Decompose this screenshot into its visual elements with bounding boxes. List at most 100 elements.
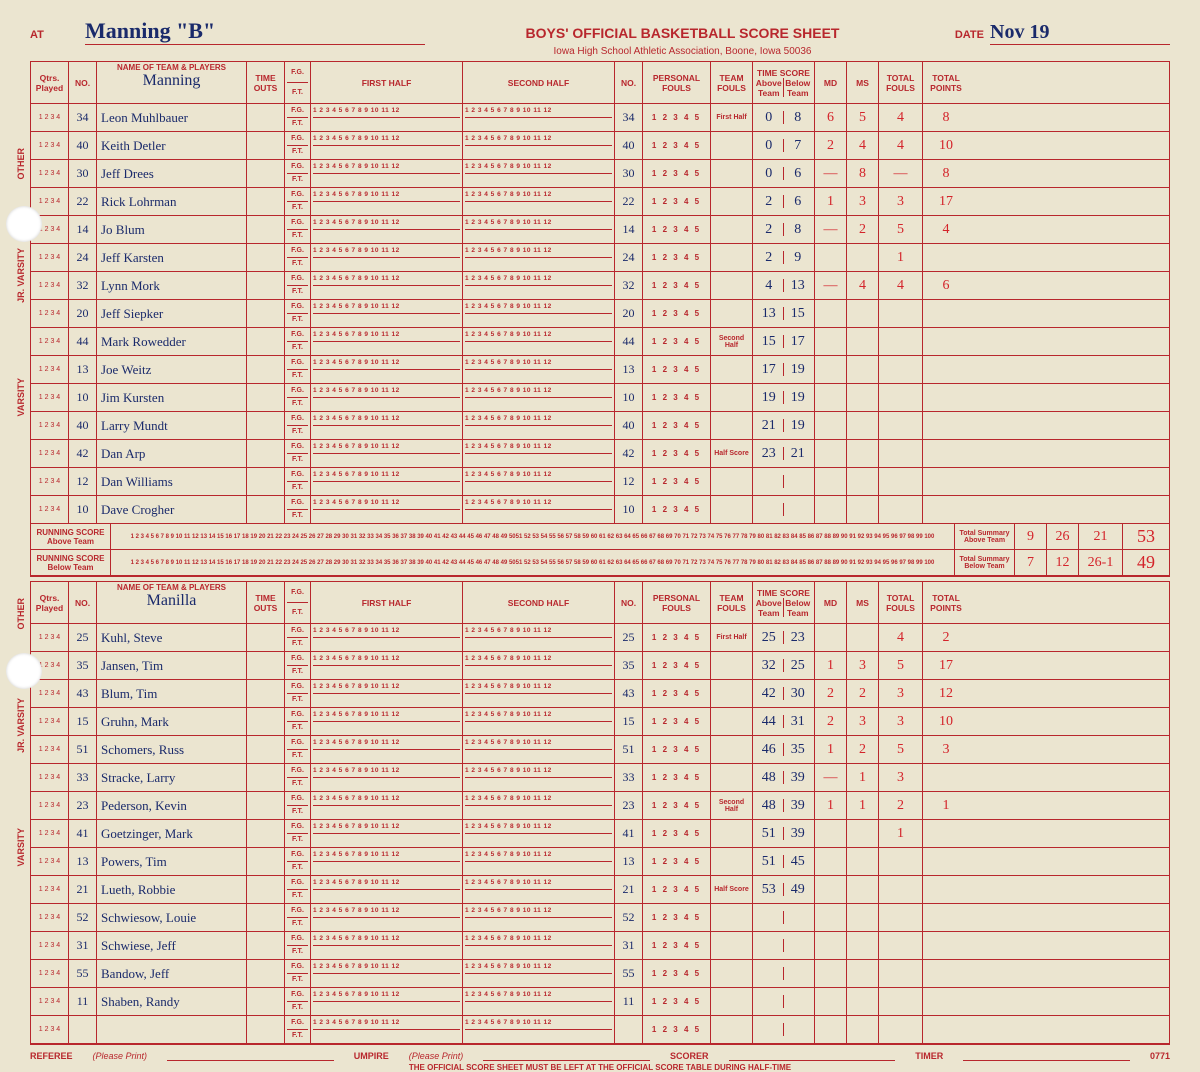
summary-lbl: Total Summary Below Team (955, 550, 1015, 575)
name-cell: Jo Blum (97, 216, 247, 243)
player-row: 1 2 3 435Jansen, TimF.G.F.T.1 2 3 4 5 6 … (31, 652, 1169, 680)
no2-cell: 14 (615, 216, 643, 243)
no-cell: 52 (69, 904, 97, 931)
pf-cell: 1 2 3 4 5 (643, 736, 711, 763)
md-cell (815, 960, 847, 987)
col-md: MD (815, 582, 847, 623)
no-cell: 32 (69, 272, 97, 299)
ms-cell: 3 (847, 652, 879, 679)
md-cell (815, 876, 847, 903)
ms-cell (847, 904, 879, 931)
tp-cell: 6 (923, 272, 969, 299)
half1-cell: 1 2 3 4 5 6 7 8 9 10 11 12 (311, 680, 463, 707)
col-qtrs: Qtrs. Played (31, 582, 69, 623)
ms-cell (847, 876, 879, 903)
half1-cell: 1 2 3 4 5 6 7 8 9 10 11 12 (311, 708, 463, 735)
name-cell: Dan Arp (97, 440, 247, 467)
half1-cell: 1 2 3 4 5 6 7 8 9 10 11 12 (311, 932, 463, 959)
no-cell: 40 (69, 412, 97, 439)
no-cell: 21 (69, 876, 97, 903)
to-cell (247, 328, 285, 355)
no-cell: 22 (69, 188, 97, 215)
tf-cell (711, 412, 753, 439)
ms-cell (847, 328, 879, 355)
date-value: Nov 19 (990, 21, 1170, 45)
half1-cell: 1 2 3 4 5 6 7 8 9 10 11 12 (311, 496, 463, 523)
no2-cell: 32 (615, 272, 643, 299)
tf-cell: Second Half (711, 328, 753, 355)
ms-cell (847, 244, 879, 271)
ms-cell: 4 (847, 132, 879, 159)
ts-cell (753, 960, 815, 987)
player-row: 1 2 3 441Goetzinger, MarkF.G.F.T.1 2 3 4… (31, 820, 1169, 848)
col-tp: TOTAL POINTS (923, 582, 969, 623)
ms-cell: 5 (847, 104, 879, 131)
pf-cell: 1 2 3 4 5 (643, 932, 711, 959)
tp-cell (923, 244, 969, 271)
ms-cell (847, 384, 879, 411)
to-cell (247, 300, 285, 327)
to-cell (247, 468, 285, 495)
qtrs-cell: 1 2 3 4 (31, 848, 69, 875)
fgft-cell: F.G.F.T. (285, 708, 311, 735)
print-hint: (Please Print) (409, 1051, 464, 1061)
name-cell: Lueth, Robbie (97, 876, 247, 903)
player-row: 1 2 3 425Kuhl, SteveF.G.F.T.1 2 3 4 5 6 … (31, 624, 1169, 652)
tfl-cell (879, 468, 923, 495)
md-cell (815, 384, 847, 411)
qtrs-cell: 1 2 3 4 (31, 272, 69, 299)
player-row: 1 2 3 421Lueth, RobbieF.G.F.T.1 2 3 4 5 … (31, 876, 1169, 904)
to-cell (247, 652, 285, 679)
fgft-cell: F.G.F.T. (285, 300, 311, 327)
fgft-cell: F.G.F.T. (285, 652, 311, 679)
player-row: 1 2 3 451Schomers, RussF.G.F.T.1 2 3 4 5… (31, 736, 1169, 764)
tp-cell (923, 960, 969, 987)
no-cell: 15 (69, 708, 97, 735)
qtrs-cell: 1 2 3 4 (31, 496, 69, 523)
to-cell (247, 988, 285, 1015)
player-row: 1 2 3 430Jeff DreesF.G.F.T.1 2 3 4 5 6 7… (31, 160, 1169, 188)
half2-cell: 1 2 3 4 5 6 7 8 9 10 11 12 (463, 932, 615, 959)
pf-cell: 1 2 3 4 5 (643, 412, 711, 439)
name-cell: Jeff Karsten (97, 244, 247, 271)
no2-cell: 22 (615, 188, 643, 215)
player-row: 1 2 3 413Joe WeitzF.G.F.T.1 2 3 4 5 6 7 … (31, 356, 1169, 384)
no-cell: 41 (69, 820, 97, 847)
tf-cell (711, 300, 753, 327)
no2-cell: 52 (615, 904, 643, 931)
to-cell (247, 932, 285, 959)
ms-cell (847, 960, 879, 987)
tf-cell: Second Half (711, 792, 753, 819)
no2-cell: 33 (615, 764, 643, 791)
tp-cell (923, 300, 969, 327)
to-cell (247, 412, 285, 439)
half1-cell: 1 2 3 4 5 6 7 8 9 10 11 12 (311, 848, 463, 875)
tp-cell: 8 (923, 104, 969, 131)
to-cell (247, 440, 285, 467)
no-cell: 13 (69, 848, 97, 875)
player-row: 1 2 3 415Gruhn, MarkF.G.F.T.1 2 3 4 5 6 … (31, 708, 1169, 736)
to-cell (247, 820, 285, 847)
no-cell: 44 (69, 328, 97, 355)
tp-cell (923, 328, 969, 355)
col-ts: TIME SCORE Above TeamBelow Team (753, 582, 815, 623)
to-cell (247, 736, 285, 763)
half1-cell: 1 2 3 4 5 6 7 8 9 10 11 12 (311, 328, 463, 355)
ts-cell: 4635 (753, 736, 815, 763)
no-cell: 10 (69, 496, 97, 523)
tp-cell (923, 876, 969, 903)
tp-cell: 1 (923, 792, 969, 819)
no-cell: 35 (69, 652, 97, 679)
no2-cell: 34 (615, 104, 643, 131)
tfl-cell (879, 440, 923, 467)
to-cell (247, 876, 285, 903)
no2-cell: 13 (615, 356, 643, 383)
ts-cell: 5349 (753, 876, 815, 903)
ts-cell: 07 (753, 132, 815, 159)
summ-ms: 26 (1047, 524, 1079, 549)
half1-cell: 1 2 3 4 5 6 7 8 9 10 11 12 (311, 132, 463, 159)
name-cell (97, 1016, 247, 1043)
to-cell (247, 384, 285, 411)
tf-cell (711, 160, 753, 187)
name-lbl: NAME OF TEAM & PLAYERS (117, 583, 226, 592)
